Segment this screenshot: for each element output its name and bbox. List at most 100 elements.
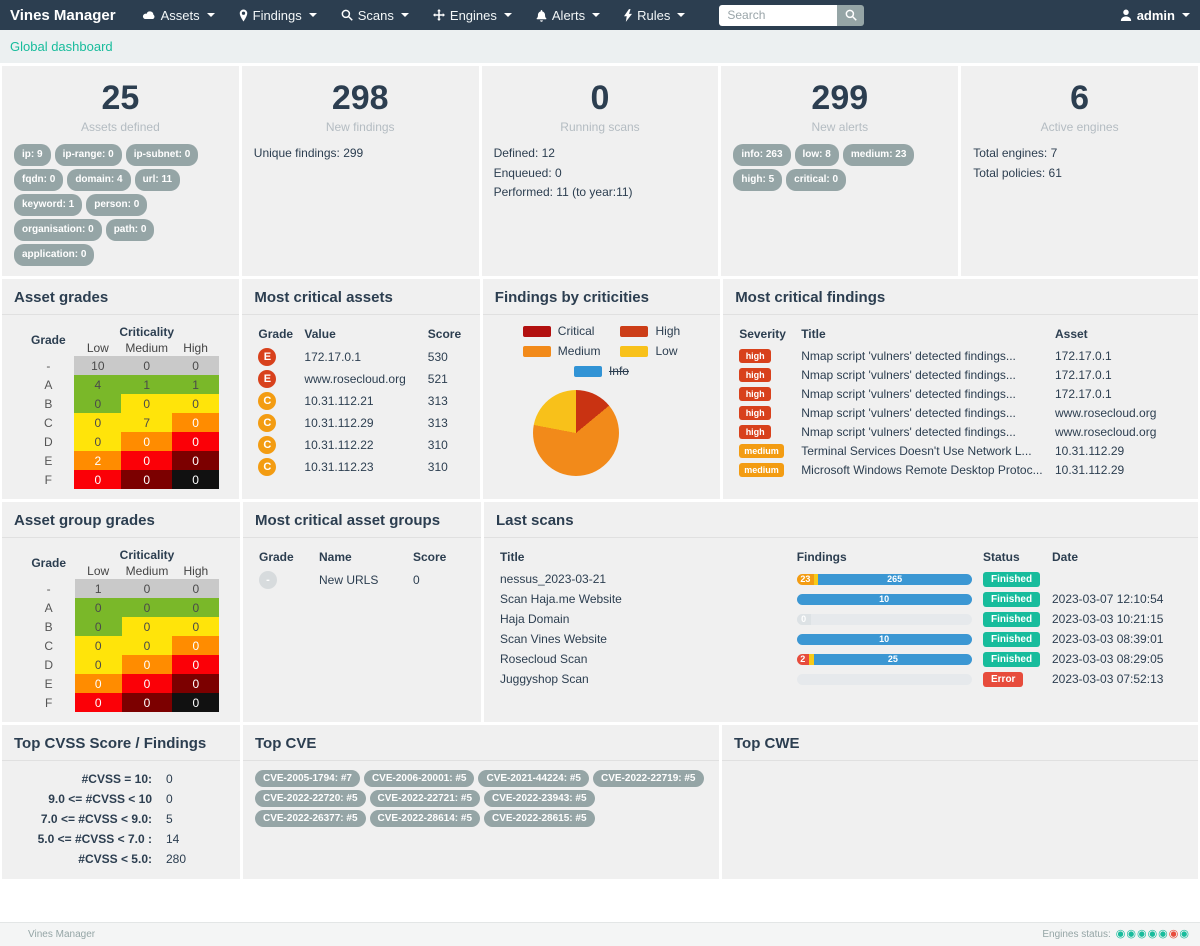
asset-row[interactable]: C 10.31.112.21 313 [254, 390, 467, 412]
scan-date: 2023-03-03 08:29:05 [1051, 652, 1164, 667]
cve-badge: CVE-2021-44224: #5 [478, 770, 589, 788]
finding-row[interactable]: high Nmap script 'vulners' detected find… [735, 365, 1186, 384]
scan-title: Haja Domain [500, 612, 570, 627]
pie-legend-item[interactable]: Critical [522, 324, 601, 339]
asset-group-row[interactable]: - New URLS 0 [255, 569, 469, 591]
finding-asset: 172.17.0.1 [1054, 367, 1112, 382]
pie-legend-item[interactable]: High [620, 324, 680, 338]
alert-severity-badge: critical: 0 [786, 169, 847, 192]
finding-row[interactable]: medium Microsoft Windows Remote Desktop … [735, 460, 1186, 479]
scan-row[interactable]: Scan Vines Website 10 Finished 2023-03-0… [496, 629, 1186, 649]
app-brand[interactable]: Vines Manager [10, 6, 116, 24]
legend-swatch [620, 325, 649, 337]
matrix-row: C 0 7 0 [22, 413, 220, 433]
finding-row[interactable]: high Nmap script 'vulners' detected find… [735, 403, 1186, 422]
finding-row[interactable]: medium Terminal Services Doesn't Use Net… [735, 441, 1186, 460]
map-marker-icon [239, 9, 248, 22]
cve-badge: CVE-2022-26377: #5 [255, 810, 366, 828]
asset-row[interactable]: C 10.31.112.23 310 [254, 456, 467, 478]
panel-top-cve: Top CVE CVE-2005-1794: #7 CVE-2006-20001:… [243, 725, 719, 880]
cvss-row: 5.0 <= #CVSS < 7.0 : 14 [14, 830, 228, 850]
legend-label: Critical [557, 324, 595, 339]
cve-badge: CVE-2022-22720: #5 [255, 790, 366, 808]
severity-badge: high [739, 349, 772, 364]
matrix-row: E 0 0 0 [23, 674, 220, 694]
cvss-range-label: 7.0 <= #CVSS < 9.0: [40, 811, 152, 826]
scan-row[interactable]: Haja Domain 0 Finished 2023-03-03 10:21:… [496, 609, 1186, 629]
alert-severity-badge: info: 263 [733, 144, 791, 167]
cvss-count: 14 [166, 831, 180, 846]
finding-title: Nmap script 'vulners' detected findings.… [801, 405, 1016, 420]
user-menu[interactable]: admin [1120, 8, 1190, 23]
legend-label: Info [608, 364, 629, 379]
asset-value: 10.31.112.29 [304, 416, 374, 431]
footer-brand: Vines Manager [28, 929, 96, 940]
findings-progress-bar: 2 25 [796, 653, 972, 665]
nav-alerts[interactable]: Alerts [536, 8, 601, 23]
search-button[interactable] [837, 4, 865, 26]
finding-row[interactable]: high Nmap script 'vulners' detected find… [735, 384, 1186, 403]
asset-type-badge: fqdn: 0 [14, 169, 64, 192]
stat-line: Defined: 12 [493, 146, 555, 161]
legend-swatch [573, 365, 602, 377]
stat-line: Unique findings: 299 [253, 146, 364, 161]
asset-row[interactable]: C 10.31.112.29 313 [254, 412, 467, 434]
panel-most-critical-assets: Most critical assets Grade Value Score E… [242, 279, 480, 500]
pie-legend: Critical High Medium Low [495, 324, 708, 378]
legend-swatch [522, 345, 551, 357]
finding-row[interactable]: high Nmap script 'vulners' detected find… [735, 422, 1186, 441]
asset-score: 530 [427, 350, 448, 365]
stat-number: 298 [331, 79, 389, 117]
cve-badges: CVE-2005-1794: #7 CVE-2006-20001: #5 CVE-2… [255, 770, 707, 828]
nav-scans[interactable]: Scans [341, 8, 409, 23]
findings-progress-bar [796, 673, 972, 685]
scan-date: 2023-03-03 08:39:01 [1051, 632, 1164, 647]
search-input[interactable] [719, 4, 838, 26]
findings-progress-bar: 23 265 [796, 573, 972, 585]
scan-row[interactable]: Juggyshop Scan Error 2023-03-03 07:52:13 [496, 669, 1186, 689]
stat-label: New alerts [811, 120, 869, 135]
pie-legend-item[interactable]: Low [620, 344, 680, 358]
panel-asset-grades: Asset grades Grade Criticality Low Medium H… [2, 279, 240, 500]
finding-row[interactable]: high Nmap script 'vulners' detected find… [735, 346, 1186, 365]
asset-row[interactable]: C 10.31.112.22 310 [254, 434, 467, 456]
panel-title: Top CVSS Score / Findings [14, 735, 207, 753]
scan-row[interactable]: Scan Haja.me Website 10 Finished 2023-03… [496, 589, 1186, 609]
asset-type-badge: keyword: 1 [14, 194, 83, 217]
nav-findings[interactable]: Findings [239, 8, 317, 23]
nav-assets[interactable]: Assets [142, 8, 215, 23]
asset-score: 313 [427, 394, 448, 409]
arrows-icon [432, 9, 445, 21]
nav-rules[interactable]: Rules [624, 8, 686, 23]
finding-asset: 172.17.0.1 [1054, 348, 1112, 363]
asset-value: www.rosecloud.org [304, 372, 406, 387]
asset-grades-matrix: Grade Criticality Low Medium High - 10 0 0 … [22, 324, 220, 490]
panel-title: Most critical assets [254, 289, 393, 307]
asset-row[interactable]: E 172.17.0.1 530 [254, 346, 467, 368]
pie-legend-item[interactable]: Medium [522, 344, 600, 358]
scan-status-badge: Finished [982, 592, 1041, 608]
panel-findings-by-criticities: Findings by criticities Critical High [482, 279, 721, 500]
caret-down-icon [308, 13, 317, 17]
engine-status-icon: ◉ [1168, 928, 1180, 940]
stat-number: 25 [101, 79, 140, 117]
grade-badge: C [258, 458, 277, 477]
cvss-range-label: #CVSS = 10: [81, 772, 152, 787]
alert-severity-badge: low: 8 [794, 144, 839, 167]
scan-date: 2023-03-07 12:10:54 [1051, 592, 1164, 607]
finding-title: Nmap script 'vulners' detected findings.… [801, 424, 1016, 439]
nav-engines[interactable]: Engines [432, 8, 512, 23]
matrix-row: B 0 0 0 [22, 394, 220, 414]
scan-row[interactable]: nessus_2023-03-21 23 265 Finished [496, 569, 1186, 589]
asset-score: 310 [427, 460, 448, 475]
breadcrumb-link[interactable]: Global dashboard [10, 39, 113, 54]
panel-title: Last scans [496, 512, 574, 530]
panel-asset-group-grades: Asset group grades Grade Criticality Low M… [2, 502, 240, 723]
search-form [719, 4, 865, 26]
pie-legend-item[interactable]: Info [573, 364, 629, 379]
finding-asset: www.rosecloud.org [1054, 424, 1157, 439]
matrix-row: - 10 0 0 [22, 356, 220, 376]
asset-row[interactable]: E www.rosecloud.org 521 [254, 368, 467, 390]
cloud-icon [142, 10, 156, 21]
scan-row[interactable]: Rosecloud Scan 2 25 Finished 2023-03-03 0… [496, 649, 1186, 669]
